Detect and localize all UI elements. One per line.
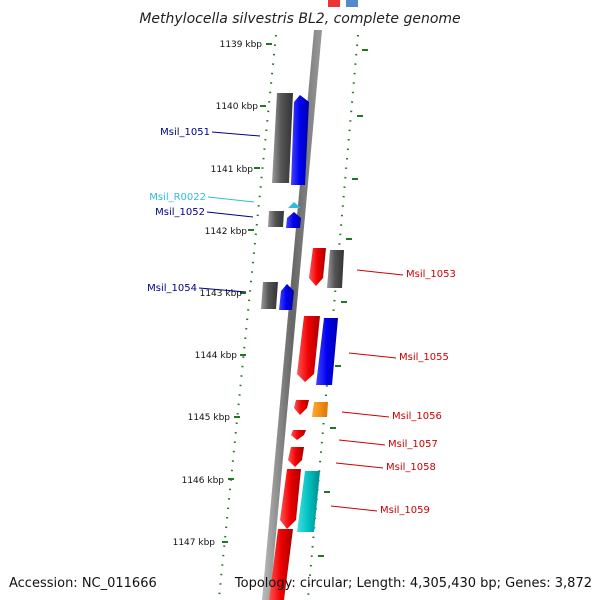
gene-bar-1051 (272, 93, 293, 183)
kbp-axis: 1139 kbp 1140 kbp 1141 kbp 1142 kbp 1143… (173, 40, 272, 548)
cds-arrow-1056 (294, 400, 309, 415)
map-title: Methylocella silvestris BL2, complete ge… (139, 11, 460, 27)
forward-strand-features (261, 93, 309, 310)
gene-bar-1052 (268, 211, 284, 227)
kbp-label: 1144 kbp (195, 351, 238, 361)
gene-label-msil-1059[interactable]: Msil_1059 (380, 505, 430, 516)
gene-label-msil-1056[interactable]: Msil_1056 (392, 411, 442, 422)
cds-arrow-1053 (309, 248, 326, 286)
gene-label-msil-1058[interactable]: Msil_1058 (386, 462, 436, 473)
kbp-label: 1147 kbp (173, 538, 216, 548)
kbp-label: 1140 kbp (216, 102, 259, 112)
genome-backbone (262, 30, 322, 600)
cds-arrow-1057 (291, 430, 306, 440)
left-gene-labels: Msil_1051 Msil_R0022 Msil_1052 Msil_1054 (147, 127, 261, 294)
top-feature-fragments (328, 0, 358, 7)
cds-arrow-1051 (291, 95, 309, 185)
gene-bar-1056 (312, 402, 328, 417)
right-gene-labels: Msil_1053 Msil_1055 Msil_1056 Msil_1057 … (330, 269, 456, 516)
cds-arrow-1055 (297, 316, 320, 382)
cds-arrow-1052 (286, 212, 301, 228)
inner-dotted-guide (218, 34, 277, 599)
gene-label-msil-1053[interactable]: Msil_1053 (406, 269, 456, 280)
gene-label-msil-1057[interactable]: Msil_1057 (388, 439, 438, 450)
kbp-label: 1139 kbp (220, 40, 263, 50)
kbp-label: 1145 kbp (188, 413, 231, 423)
gene-bar-1055 (316, 318, 338, 385)
accession-text: Accession: NC_011666 (9, 576, 157, 591)
genome-info-text: Topology: circular; Length: 4,305,430 bp… (234, 576, 592, 591)
rna-arrow-r0022 (288, 202, 301, 208)
gene-label-msil-1055[interactable]: Msil_1055 (399, 352, 449, 363)
cds-arrow-1059 (280, 469, 301, 529)
gene-bar-1053 (327, 250, 344, 288)
kbp-label: 1142 kbp (205, 227, 248, 237)
cds-arrow-1058 (288, 447, 304, 467)
cds-bottom-fragment (269, 529, 293, 600)
gene-label-msil-1052[interactable]: Msil_1052 (155, 207, 205, 218)
gene-label-msil-1054[interactable]: Msil_1054 (147, 283, 197, 294)
gene-label-msil-1051[interactable]: Msil_1051 (160, 127, 210, 138)
kbp-label: 1146 kbp (182, 476, 225, 486)
reverse-strand-features (269, 248, 344, 600)
kbp-label: 1141 kbp (211, 165, 254, 175)
gene-label-msil-r0022[interactable]: Msil_R0022 (149, 192, 206, 203)
cds-arrow-1054 (279, 284, 294, 310)
gene-bar-1054 (261, 282, 278, 309)
right-tick-marks (318, 49, 368, 557)
gene-bar-1059 (297, 471, 320, 532)
kbp-label: 1143 kbp (200, 289, 243, 299)
